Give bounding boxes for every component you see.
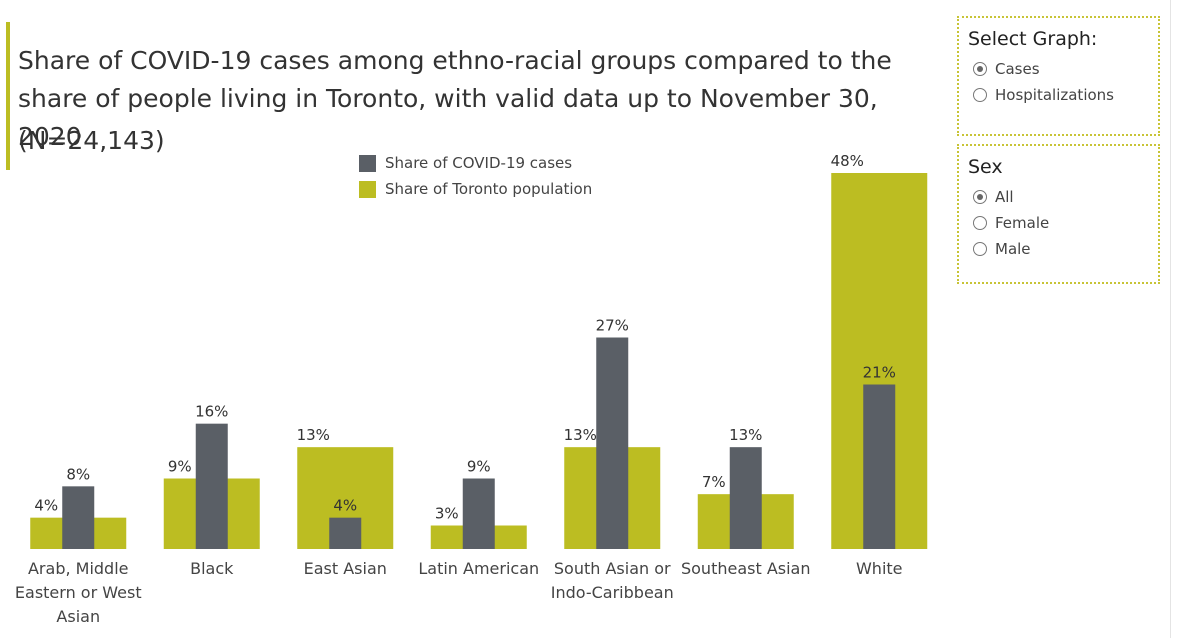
data-label-population-1: 9% <box>168 458 192 476</box>
data-label-population-5: 7% <box>702 473 726 491</box>
sex-panel: Sex All Female Male <box>957 144 1160 284</box>
radio-cases-indicator[interactable] <box>973 62 987 76</box>
radio-hospitalizations[interactable]: Hospitalizations <box>973 82 1158 108</box>
category-label-6-0: White <box>856 559 903 578</box>
bar-cases-6 <box>863 384 896 549</box>
legend-swatch-population <box>359 180 376 198</box>
category-label-1-0: Black <box>190 559 234 578</box>
chart-subtitle: (N=24,143) <box>18 126 165 155</box>
category-label-4-1: Indo-Caribbean <box>551 583 674 602</box>
legend-label-population: Share of Toronto population <box>385 180 593 198</box>
category-label-0-0: Arab, Middle <box>28 559 129 578</box>
radio-all[interactable]: All <box>973 184 1158 210</box>
bar-cases-3 <box>462 478 495 549</box>
bar-cases-5 <box>729 447 762 549</box>
select-graph-title: Select Graph: <box>968 28 1098 50</box>
category-label-0-2: Asian <box>56 607 100 626</box>
radio-female-label: Female <box>995 214 1050 232</box>
bar-cases-2 <box>329 517 362 549</box>
category-label-5-0: Southeast Asian <box>681 559 811 578</box>
category-label-0-1: Eastern or West <box>15 583 142 602</box>
chart-title: Share of COVID-19 cases among ethno-raci… <box>18 46 892 151</box>
chart-legend: Share of COVID-19 cases Share of Toronto… <box>359 150 592 202</box>
data-label-cases-6: 21% <box>863 364 896 382</box>
category-label-4-0: South Asian or <box>554 559 671 578</box>
data-label-population-2: 13% <box>297 426 330 444</box>
title-accent-bar <box>6 22 10 170</box>
data-label-population-4: 13% <box>564 426 597 444</box>
radio-cases[interactable]: Cases <box>973 56 1158 82</box>
radio-hospitalizations-indicator[interactable] <box>973 88 987 102</box>
radio-female-indicator[interactable] <box>973 216 987 230</box>
radio-male-indicator[interactable] <box>973 242 987 256</box>
data-label-cases-4: 27% <box>596 317 629 335</box>
radio-female[interactable]: Female <box>973 210 1158 236</box>
radio-cases-label: Cases <box>995 60 1040 78</box>
bar-chart: 4% 8% Arab, Middle Eastern or West Asian 9% 16… <box>15 152 928 626</box>
legend-item-population: Share of Toronto population <box>359 176 592 202</box>
legend-item-cases: Share of COVID-19 cases <box>359 150 592 176</box>
bar-cases-4 <box>596 337 629 549</box>
data-label-cases-5: 13% <box>729 426 762 444</box>
data-label-cases-2: 4% <box>333 497 357 515</box>
data-label-population-6: 48% <box>831 152 864 170</box>
radio-male-label: Male <box>995 240 1031 258</box>
divider-line <box>1170 0 1171 638</box>
select-graph-panel: Select Graph: Cases Hospitalizations <box>957 16 1160 136</box>
legend-label-cases: Share of COVID-19 cases <box>385 154 573 172</box>
data-label-cases-3: 9% <box>467 458 491 476</box>
bar-cases-0 <box>62 486 95 549</box>
radio-male[interactable]: Male <box>973 236 1158 262</box>
legend-swatch-cases <box>359 154 376 172</box>
data-label-cases-1: 16% <box>195 403 228 421</box>
radio-all-label: All <box>995 188 1014 206</box>
category-label-3-0: Latin American <box>418 559 539 578</box>
bar-cases-1 <box>195 423 228 549</box>
radio-hospitalizations-label: Hospitalizations <box>995 86 1114 104</box>
data-label-population-0: 4% <box>34 497 58 515</box>
radio-all-indicator[interactable] <box>973 190 987 204</box>
data-label-cases-0: 8% <box>66 465 90 483</box>
category-label-2-0: East Asian <box>304 559 387 578</box>
data-label-population-3: 3% <box>435 505 459 523</box>
sex-title: Sex <box>968 156 1003 178</box>
